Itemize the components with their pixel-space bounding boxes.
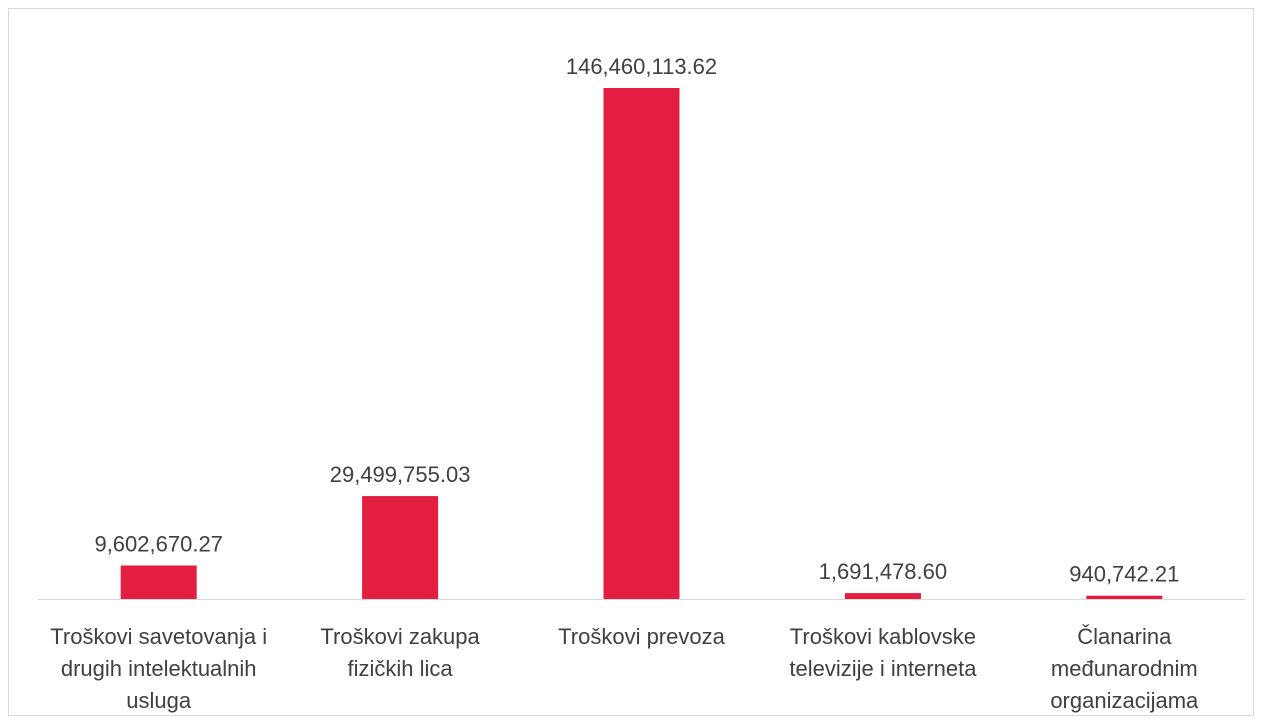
category-label-1: Troškovi savetovanja i drugih intelektual… bbox=[50, 624, 267, 713]
category-label-line: drugih intelektualnih bbox=[61, 656, 257, 681]
bar-3 bbox=[603, 88, 680, 599]
category-label-line: Troškovi kablovske bbox=[790, 624, 976, 649]
category-label-line: organizacijama bbox=[1050, 688, 1199, 713]
category-label-line: usluga bbox=[126, 688, 192, 713]
category-label-line: televizije i interneta bbox=[789, 656, 977, 681]
bar-4 bbox=[844, 593, 921, 599]
category-label-line: fizičkih lica bbox=[348, 656, 454, 681]
category-label-line: Članarina bbox=[1077, 624, 1172, 649]
data-label-2: 29,499,755.03 bbox=[330, 462, 471, 487]
category-label-2: Troškovi zakupa fizičkih lica bbox=[320, 624, 480, 681]
category-label-3: Troškovi prevoza bbox=[558, 624, 725, 649]
category-label-line: Troškovi zakupa bbox=[320, 624, 480, 649]
data-label-3: 146,460,113.62 bbox=[566, 54, 717, 79]
data-label-5: 940,742.21 bbox=[1069, 562, 1179, 587]
bar-5 bbox=[1086, 595, 1163, 599]
category-label-5: Članarina međunarodnim organizacijama bbox=[1050, 624, 1199, 713]
category-label-4: Troškovi kablovske televizije i interneta bbox=[789, 624, 977, 681]
bar-2 bbox=[362, 496, 439, 599]
data-label-1: 9,602,670.27 bbox=[94, 531, 222, 556]
category-label-line: međunarodnim bbox=[1051, 656, 1198, 681]
bar-1 bbox=[120, 565, 197, 599]
category-label-line: Troškovi savetovanja i bbox=[50, 624, 267, 649]
category-label-line: Troškovi prevoza bbox=[558, 624, 725, 649]
data-label-4: 1,691,478.60 bbox=[819, 559, 947, 584]
